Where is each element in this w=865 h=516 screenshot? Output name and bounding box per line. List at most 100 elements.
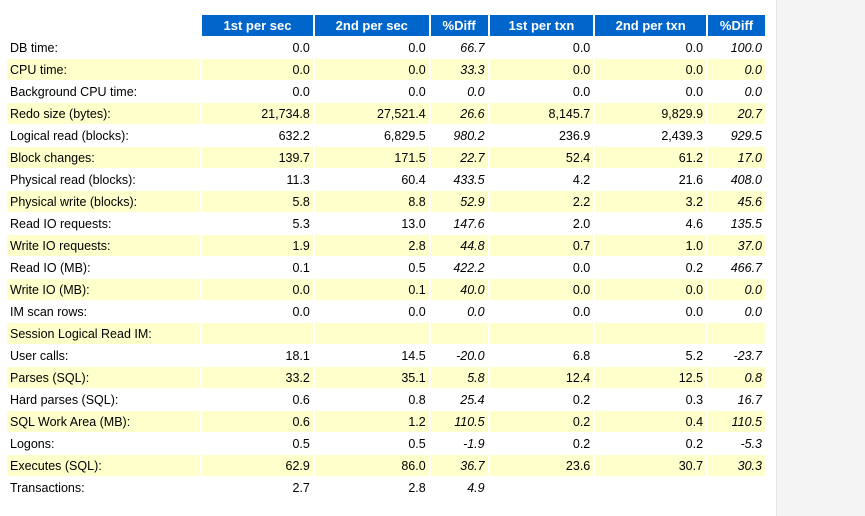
table-row: Transactions: 2.7 2.8 4.9 <box>7 477 765 498</box>
cell: 2.8 <box>314 235 429 256</box>
table-row: Parses (SQL): 33.2 35.1 5.8 12.4 12.5 0.8 <box>7 367 765 388</box>
cell <box>490 477 594 498</box>
cell: 16.7 <box>737 392 762 407</box>
row-label: Transactions: <box>10 480 85 495</box>
cell: 0.0 <box>685 40 704 55</box>
cell: -5.3 <box>740 436 762 451</box>
cell <box>595 323 707 344</box>
cell: 5.8 <box>202 191 313 212</box>
cell: 52.9 <box>430 191 488 212</box>
cell: 0.0 <box>292 40 310 55</box>
table-row: Write IO (MB): 0.0 0.1 40.0 0.0 0.0 0.0 <box>7 279 765 300</box>
cell: 0.2 <box>572 392 591 407</box>
column-header: 1st per txn <box>489 15 594 36</box>
cell: 1.0 <box>595 235 707 256</box>
cell <box>595 477 706 498</box>
cell: 433.5 <box>453 172 485 187</box>
cell: 0.0 <box>595 59 707 80</box>
cell: 86.0 <box>314 455 429 476</box>
cell: 135.5 <box>730 216 762 231</box>
cell <box>430 323 488 344</box>
cell: 2.2 <box>489 191 594 212</box>
cell: 0.6 <box>292 392 310 407</box>
cell: 0.0 <box>202 279 313 300</box>
cell: 0.2 <box>489 411 594 432</box>
cell: 4.2 <box>572 172 591 187</box>
cell: 0.0 <box>708 59 765 80</box>
cell: 12.5 <box>595 367 707 388</box>
cell <box>708 477 765 498</box>
table-row: Hard parses (SQL): 0.6 0.8 25.4 0.2 0.3 16.7 <box>7 389 765 410</box>
table-row: Session Logical Read IM: <box>7 323 765 344</box>
cell: 36.7 <box>430 455 488 476</box>
cell: 0.4 <box>595 411 707 432</box>
cell: 13.0 <box>401 216 426 231</box>
row-label: Read IO (MB): <box>10 260 91 275</box>
cell <box>489 323 594 344</box>
table-row: Logons: 0.5 0.5 -1.9 0.2 0.2 -5.3 <box>7 433 765 454</box>
cell: 3.2 <box>595 191 707 212</box>
cell: 0.0 <box>408 84 426 99</box>
cell <box>708 323 765 344</box>
column-header: 1st per sec <box>202 15 313 36</box>
cell: 40.0 <box>430 279 488 300</box>
cell: 0.2 <box>572 436 591 451</box>
table-row: Logical read (blocks): 632.2 6,829.5 980.2 2… <box>7 125 765 146</box>
cell: 408.0 <box>730 172 762 187</box>
cell: 0.0 <box>572 40 591 55</box>
stats-table: 1st per sec 2nd per sec %Diff 1st per txn 2n… <box>5 14 767 499</box>
row-label: SQL Work Area (MB): <box>7 411 201 432</box>
table-row: DB time: 0.0 0.0 66.7 0.0 0.0 100.0 <box>7 37 765 58</box>
cell: 147.6 <box>453 216 485 231</box>
row-label: Parses (SQL): <box>7 367 201 388</box>
row-label: Hard parses (SQL): <box>10 392 119 407</box>
cell: 66.7 <box>460 40 485 55</box>
table-row: Executes (SQL): 62.9 86.0 36.7 23.6 30.7 30.3 <box>7 455 765 476</box>
cell: 6,829.5 <box>383 128 426 143</box>
table-row: User calls: 18.1 14.5 -20.0 6.8 5.2 -23.7 <box>7 345 765 366</box>
cell: 0.0 <box>685 84 704 99</box>
cell: 0.0 <box>408 40 426 55</box>
cell: 11.3 <box>286 172 310 187</box>
cell: 61.2 <box>595 147 707 168</box>
table-body: DB time: 0.0 0.0 66.7 0.0 0.0 100.0 CPU time: 0.… <box>7 37 765 498</box>
cell: 0.0 <box>572 260 591 275</box>
column-header: %Diff <box>708 15 765 36</box>
table-row: Read IO (MB): 0.1 0.5 422.2 0.0 0.2 466.7 <box>7 257 765 278</box>
cell: 0.0 <box>314 59 429 80</box>
row-label: CPU time: <box>7 59 201 80</box>
row-label: User calls: <box>10 348 69 363</box>
table-row: Background CPU time: 0.0 0.0 0.0 0.0 0.0 0.0 <box>7 81 765 102</box>
cell: 0.0 <box>202 59 313 80</box>
table-row: SQL Work Area (MB): 0.6 1.2 110.5 0.2 0.4 110.… <box>7 411 765 432</box>
cell: 62.9 <box>202 455 313 476</box>
row-label: DB time: <box>10 40 58 55</box>
table-row: Block changes: 139.7 171.5 22.7 52.4 61.2 17.0 <box>7 147 765 168</box>
cell: 1.2 <box>314 411 429 432</box>
cell: 9,829.9 <box>595 103 707 124</box>
cell: 632.2 <box>278 128 310 143</box>
cell: 26.6 <box>430 103 488 124</box>
cell: 0.0 <box>572 84 591 99</box>
cell: 0.0 <box>572 304 591 319</box>
cell: -20.0 <box>456 348 485 363</box>
cell: 0.3 <box>685 392 704 407</box>
cell: 37.0 <box>708 235 765 256</box>
column-header: 2nd per txn <box>595 15 707 36</box>
table-row: CPU time: 0.0 0.0 33.3 0.0 0.0 0.0 <box>7 59 765 80</box>
cell: 45.6 <box>708 191 765 212</box>
cell: 0.8 <box>408 392 426 407</box>
header-row: 1st per sec 2nd per sec %Diff 1st per txn 2n… <box>7 15 765 36</box>
cell: 2.8 <box>408 480 426 495</box>
row-label: Block changes: <box>7 147 201 168</box>
row-label: IM scan rows: <box>10 304 88 319</box>
cell: 0.7 <box>489 235 594 256</box>
cell: 44.8 <box>430 235 488 256</box>
cell: 17.0 <box>708 147 765 168</box>
cell: 0.0 <box>467 304 485 319</box>
row-label: Logons: <box>10 436 55 451</box>
column-header: 2nd per sec <box>314 15 429 36</box>
cell: 60.4 <box>401 172 426 187</box>
cell: 0.0 <box>467 84 485 99</box>
